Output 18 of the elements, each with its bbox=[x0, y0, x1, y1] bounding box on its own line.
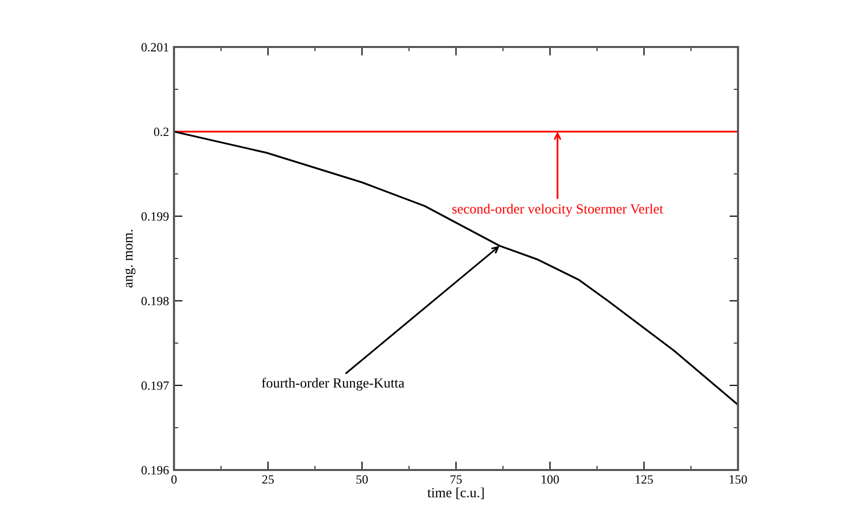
y-tick-label: 0.201 bbox=[141, 43, 168, 52]
x-tick-label: 0 bbox=[171, 475, 177, 484]
line-series bbox=[174, 130, 738, 406]
y-axis-title: ang. mom. bbox=[125, 230, 136, 288]
x-tick-label: 50 bbox=[356, 475, 368, 484]
y-tick-label: 0.196 bbox=[141, 466, 169, 475]
annotation: fourth-order Runge-Kutta bbox=[262, 378, 404, 391]
y-tick-label: 0.197 bbox=[141, 381, 169, 390]
x-axis-title: time [c.u.] bbox=[427, 488, 484, 500]
x-tick-label: 100 bbox=[542, 475, 559, 484]
x-tick-label: 25 bbox=[262, 475, 274, 484]
x-tick-label: 150 bbox=[730, 475, 747, 484]
y-tick-label: 0.198 bbox=[141, 296, 169, 306]
y-tick-label: 0.199 bbox=[141, 212, 169, 221]
annotation: second-order velocity Stoermer Verlet bbox=[452, 204, 664, 216]
x-tick-label: 75 bbox=[450, 475, 462, 484]
x-tick-label: 125 bbox=[636, 475, 653, 484]
y-tick-label: 0.2 bbox=[154, 128, 168, 136]
